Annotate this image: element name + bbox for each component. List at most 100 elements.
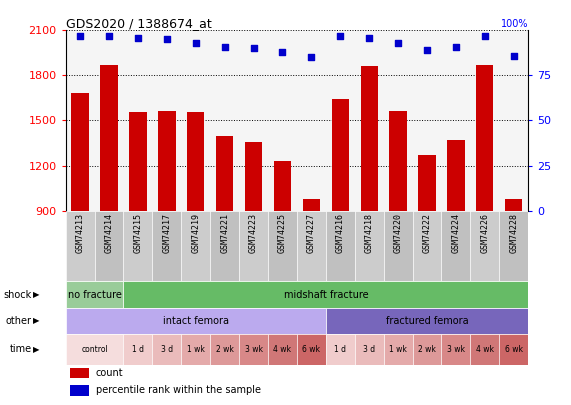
Bar [413, 211, 441, 281]
Text: GSM74226: GSM74226 [480, 213, 489, 253]
Bar [297, 334, 326, 364]
Point [423, 47, 432, 53]
Point [104, 32, 114, 39]
Bar [123, 211, 152, 281]
Text: GSM74215: GSM74215 [134, 213, 142, 253]
Text: 6 wk: 6 wk [303, 345, 320, 354]
Bar [355, 211, 384, 281]
Bar [187, 112, 204, 211]
Bar [123, 281, 528, 308]
Text: ▶: ▶ [33, 290, 39, 299]
Bar [384, 211, 413, 281]
Point [134, 34, 143, 41]
Text: GSM74222: GSM74222 [423, 213, 432, 253]
Bar [210, 334, 239, 364]
Bar [210, 211, 239, 281]
Text: 6 wk: 6 wk [505, 345, 522, 354]
Text: 1 wk: 1 wk [187, 345, 204, 354]
Text: 2 wk: 2 wk [216, 345, 234, 354]
Text: ▶: ▶ [33, 316, 39, 326]
Text: 3 d: 3 d [161, 345, 173, 354]
Text: ▶: ▶ [33, 345, 39, 354]
Bar [268, 334, 297, 364]
Bar [182, 211, 210, 281]
Text: fractured femora: fractured femora [385, 316, 468, 326]
Bar [182, 334, 210, 364]
Text: GSM74214: GSM74214 [104, 213, 114, 253]
Text: intact femora: intact femora [163, 316, 229, 326]
Bar [499, 211, 528, 281]
Bar [441, 334, 471, 364]
Bar [100, 65, 118, 211]
Bar [152, 211, 182, 281]
Bar [303, 198, 320, 211]
Point [307, 54, 316, 61]
Bar [441, 211, 471, 281]
Text: shock: shock [3, 290, 31, 300]
Bar [419, 155, 436, 211]
Text: no fracture: no fracture [67, 290, 122, 300]
Text: 3 wk: 3 wk [244, 345, 263, 354]
Point [393, 40, 403, 46]
Bar [389, 111, 407, 211]
Text: GSM74228: GSM74228 [509, 213, 518, 253]
Text: time: time [9, 344, 31, 354]
Text: midshaft fracture: midshaft fracture [284, 290, 368, 300]
Bar [70, 385, 89, 396]
Bar [245, 141, 262, 211]
Point [75, 32, 85, 39]
Bar [447, 140, 465, 211]
Bar [413, 334, 441, 364]
Text: GSM74224: GSM74224 [452, 213, 460, 253]
Bar [239, 334, 268, 364]
Text: 3 wk: 3 wk [447, 345, 465, 354]
Text: 1 wk: 1 wk [389, 345, 407, 354]
Bar [471, 211, 499, 281]
Point [509, 52, 518, 59]
Bar [70, 368, 89, 378]
Bar [360, 66, 378, 211]
Bar [268, 211, 297, 281]
Bar [274, 161, 291, 211]
Point [451, 43, 460, 50]
Text: GSM74225: GSM74225 [278, 213, 287, 253]
Bar [499, 334, 528, 364]
Text: GDS2020 / 1388674_at: GDS2020 / 1388674_at [66, 17, 211, 30]
Text: control: control [81, 345, 108, 354]
Bar [476, 65, 493, 211]
Bar [66, 334, 123, 364]
Bar [66, 308, 326, 334]
Text: 3 d: 3 d [363, 345, 375, 354]
Point [336, 32, 345, 39]
Bar [66, 281, 123, 308]
Text: 100%: 100% [501, 19, 528, 30]
Text: 1 d: 1 d [132, 345, 144, 354]
Bar [471, 334, 499, 364]
Bar [505, 198, 522, 211]
Text: GSM74221: GSM74221 [220, 213, 229, 253]
Bar [326, 334, 355, 364]
Text: 2 wk: 2 wk [418, 345, 436, 354]
Bar [332, 100, 349, 211]
Text: other: other [5, 316, 31, 326]
Text: GSM74218: GSM74218 [365, 213, 373, 253]
Text: GSM74217: GSM74217 [162, 213, 171, 253]
Text: GSM74223: GSM74223 [249, 213, 258, 253]
Bar [355, 334, 384, 364]
Bar [326, 308, 528, 334]
Bar [123, 334, 152, 364]
Bar [158, 111, 175, 211]
Text: 4 wk: 4 wk [274, 345, 291, 354]
Bar [95, 211, 123, 281]
Bar [239, 211, 268, 281]
Text: GSM74213: GSM74213 [75, 213, 85, 253]
Text: GSM74219: GSM74219 [191, 213, 200, 253]
Text: GSM74220: GSM74220 [393, 213, 403, 253]
Text: GSM74216: GSM74216 [336, 213, 345, 253]
Point [220, 43, 229, 50]
Bar [326, 211, 355, 281]
Bar [71, 94, 89, 211]
Point [365, 34, 374, 41]
Text: count: count [96, 368, 123, 378]
Text: 1 d: 1 d [334, 345, 346, 354]
